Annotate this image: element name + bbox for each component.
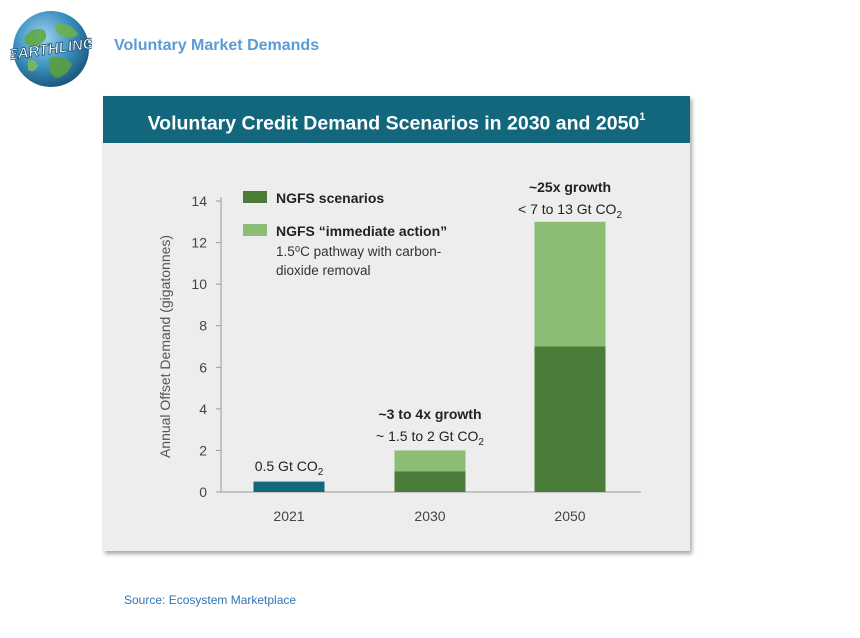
bar-2030-series-1 (394, 471, 466, 492)
legend-label-ngfs: NGFS scenarios (276, 190, 384, 206)
annotation-amount-2050: < 7 to 13 Gt CO2 (518, 201, 622, 221)
y-tick-label: 6 (199, 359, 207, 375)
x-tick-label: 2030 (414, 508, 445, 524)
y-tick-label: 4 (199, 401, 207, 417)
y-tick-label: 10 (191, 276, 207, 292)
bar-2050-series-2 (534, 221, 606, 347)
annotation-amount-2021: 0.5 Gt CO2 (255, 458, 324, 478)
demand-chart: 0 2 4 6 8 10 12 14 Annual Offset Demand (gigaton… (157, 179, 641, 524)
y-tick-label: 14 (191, 193, 207, 209)
legend-swatch-ngfs (243, 191, 267, 203)
chart-title-footnote: 1 (639, 111, 646, 123)
annotation-amount-2030: ~ 1.5 to 2 Gt CO2 (376, 428, 484, 448)
earthling-logo: EARTHLING (10, 11, 92, 87)
bar-2030-series-2 (394, 450, 466, 472)
y-axis-label: Annual Offset Demand (gigatonnes) (157, 235, 173, 458)
chart-title: Voluntary Credit Demand Scenarios in 203… (147, 112, 640, 135)
y-tick-label: 12 (191, 235, 207, 251)
legend-swatch-immediate (243, 224, 267, 236)
y-tick-label: 8 (199, 318, 207, 334)
y-tick-label: 0 (199, 484, 207, 500)
bar-2050-series-1 (534, 346, 606, 492)
annotation-growth-2050: ~25x growth (529, 179, 611, 195)
legend-sublabel-line2: dioxide removal (276, 263, 371, 278)
source-note: Source: Ecosystem Marketplace (124, 593, 297, 607)
annotation-growth-2030: ~3 to 4x growth (378, 406, 481, 422)
chart-title-banner: Voluntary Credit Demand Scenarios in 203… (103, 96, 690, 143)
legend-sublabel-line1: 1.5⁰C pathway with carbon- (276, 244, 441, 259)
x-tick-label: 2050 (554, 508, 585, 524)
x-tick-label: 2021 (273, 508, 304, 524)
legend-label-immediate: NGFS “immediate action” (276, 223, 447, 239)
bar-2021-series-1 (253, 481, 325, 492)
page-title: Voluntary Market Demands (114, 37, 320, 54)
chart-card: 0 2 4 6 8 10 12 14 Annual Offset Demand (gigaton… (103, 96, 690, 551)
y-tick-label: 2 (199, 442, 207, 458)
